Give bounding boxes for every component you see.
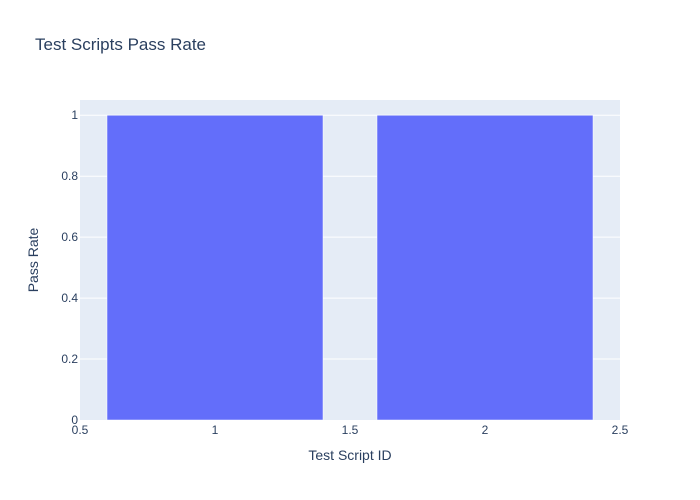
bars [106, 114, 594, 421]
y-tick-label: 1 [71, 108, 78, 122]
x-tick-label: 1 [212, 423, 219, 437]
y-tick-label: 0.8 [61, 169, 78, 183]
x-tick-label: 2.5 [612, 423, 629, 437]
y-tick-label: 0.4 [61, 291, 78, 305]
x-axis-ticks: 0.5 1 1.5 2 2.5 [72, 423, 629, 437]
chart-title: Test Scripts Pass Rate [35, 35, 206, 54]
bar-test-script-1 [106, 114, 324, 421]
y-axis-ticks: 0 0.2 0.4 0.6 0.8 1 [61, 108, 78, 427]
x-tick-label: 1.5 [342, 423, 359, 437]
y-tick-label: 0.6 [61, 230, 78, 244]
x-axis-title: Test Script ID [308, 447, 391, 463]
x-tick-label: 2 [482, 423, 489, 437]
y-tick-label: 0 [71, 413, 78, 427]
y-axis-title: Pass Rate [25, 227, 41, 292]
bar-test-script-2 [376, 114, 594, 421]
x-tick-label: 0.5 [72, 423, 89, 437]
y-tick-label: 0.2 [61, 352, 78, 366]
